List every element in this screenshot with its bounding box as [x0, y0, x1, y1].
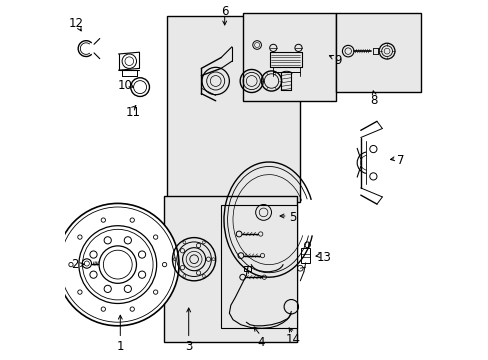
Bar [244, 266, 250, 271]
Bar [242, 13, 336, 101]
Bar [167, 16, 300, 202]
Text: 5: 5 [289, 211, 296, 224]
Text: 13: 13 [316, 251, 330, 264]
Circle shape [57, 203, 179, 326]
Text: 6: 6 [221, 5, 228, 18]
Text: 8: 8 [369, 94, 377, 107]
Text: 10: 10 [117, 79, 132, 92]
Text: 3: 3 [184, 340, 192, 353]
Bar [301, 248, 309, 263]
Text: 9: 9 [334, 54, 341, 67]
Text: 4: 4 [256, 336, 264, 349]
Text: 14: 14 [285, 333, 300, 346]
Text: 11: 11 [126, 106, 141, 119]
Text: 12: 12 [68, 17, 83, 30]
Text: 2: 2 [71, 258, 78, 271]
Text: 7: 7 [397, 154, 404, 167]
Bar [221, 205, 296, 328]
Bar [336, 13, 420, 92]
Text: 1: 1 [116, 340, 124, 353]
Bar [163, 196, 296, 342]
